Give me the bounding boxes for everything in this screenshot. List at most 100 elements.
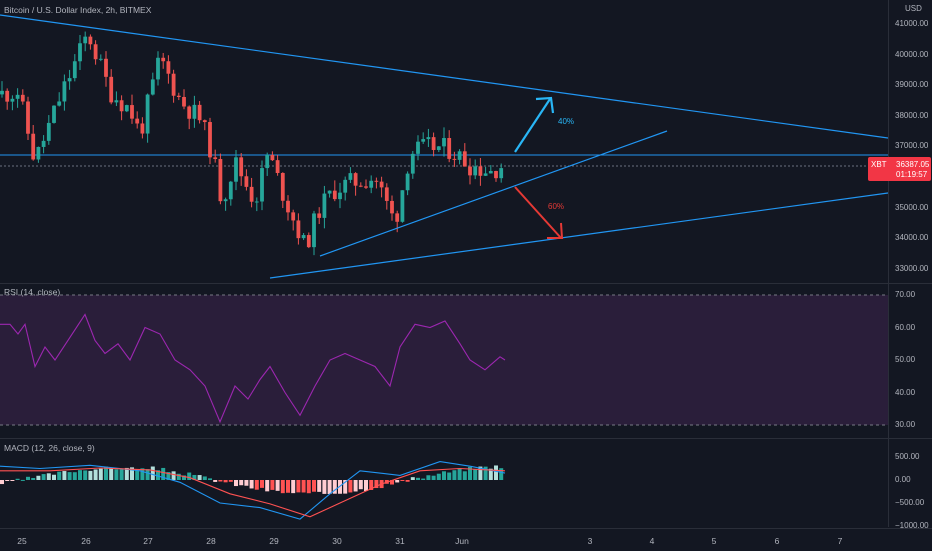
candle-body <box>369 180 374 188</box>
candle <box>473 159 478 180</box>
candle-body <box>410 153 415 174</box>
candle-body <box>20 94 25 102</box>
candle <box>31 125 36 161</box>
price-chart-pane[interactable]: Bitcoin / U.S. Dollar Index, 2h, BITMEX … <box>0 0 888 283</box>
macd-histogram-bar <box>202 476 207 480</box>
macd-histogram-bar <box>182 475 186 480</box>
price-axis[interactable]: USD 41000.00 40000.00 39000.00 38000.00 3700… <box>888 0 932 283</box>
macd-histogram-bar <box>301 480 306 493</box>
down-probability-label: 60% <box>548 202 565 211</box>
candle <box>286 195 290 221</box>
candle <box>270 151 275 162</box>
macd-chart[interactable] <box>0 439 888 527</box>
rsi-axis[interactable]: 70.00 60.00 50.00 40.00 30.00 <box>888 284 932 438</box>
candle-body <box>72 61 77 79</box>
candle <box>317 207 322 224</box>
macd-histogram-bar <box>114 469 119 480</box>
macd-histogram-bar <box>192 474 197 480</box>
candle-body <box>249 186 254 202</box>
candle-body <box>400 190 405 222</box>
price-chart[interactable] <box>0 0 888 283</box>
candle-body <box>239 157 244 177</box>
candle-body <box>265 154 270 169</box>
time-tick-label: 30 <box>332 536 342 546</box>
candle-body <box>421 139 426 142</box>
candle <box>145 93 150 143</box>
candle <box>358 182 363 188</box>
candle-body <box>452 158 457 160</box>
candle-body <box>223 199 228 202</box>
rsi-chart[interactable] <box>0 284 888 438</box>
candle <box>462 143 467 167</box>
candle <box>182 89 186 110</box>
time-axis[interactable]: 25 26 27 28 29 30 31 Jun 3 4 5 6 7 <box>0 528 932 551</box>
price-tick-label: 39000.00 <box>895 80 929 90</box>
candle-body <box>306 235 311 248</box>
candle <box>213 149 218 163</box>
up-probability-label: 40% <box>558 117 575 126</box>
candle-body <box>192 104 197 119</box>
candle <box>166 55 171 84</box>
candle <box>67 69 72 90</box>
pane-separator[interactable] <box>0 283 932 284</box>
candle <box>436 146 441 153</box>
rsi-tick-label: 40.00 <box>895 387 916 397</box>
macd-histogram-bar <box>234 480 238 487</box>
candle-body <box>364 186 368 188</box>
rsi-tick-label: 50.00 <box>895 355 916 364</box>
macd-histogram-bar <box>10 480 15 481</box>
symbol-legend[interactable]: Bitcoin / U.S. Dollar Index, 2h, BITMEX <box>4 5 152 15</box>
candle <box>72 54 77 82</box>
candle <box>187 105 192 130</box>
candle <box>26 96 30 140</box>
candle <box>416 135 420 161</box>
macd-histogram-bar <box>483 466 488 480</box>
candle-body <box>62 81 67 102</box>
rsi-legend[interactable]: RSI (14, close) <box>4 287 61 297</box>
macd-histogram-bar <box>473 469 478 480</box>
macd-axis[interactable]: 500.00 0.00 −500.00 −1000.00 <box>888 439 932 530</box>
candle-body <box>244 176 249 187</box>
candle-body <box>483 173 488 176</box>
candle <box>265 152 270 176</box>
rsi-line <box>0 313 506 424</box>
candle-body <box>0 90 4 95</box>
candle <box>109 69 114 105</box>
candle-body <box>15 94 20 99</box>
candle <box>410 150 415 179</box>
macd-histogram-bar <box>26 476 30 480</box>
rsi-pane[interactable]: RSI (14, close) <box>0 284 888 438</box>
candle <box>364 179 368 190</box>
candle-body <box>26 101 30 134</box>
candle-body <box>379 181 384 188</box>
candle-body <box>447 138 452 159</box>
rsi-band <box>0 295 888 425</box>
macd-histogram-bar <box>291 480 296 494</box>
candle-body <box>150 79 155 95</box>
candle-body <box>348 173 353 180</box>
macd-histogram-bar <box>208 478 212 480</box>
macd-histogram-bar <box>150 466 155 480</box>
candle-body <box>208 122 212 158</box>
candle-body <box>275 160 280 174</box>
candle-body <box>145 94 150 134</box>
candle <box>52 105 56 124</box>
macd-histogram-bar <box>130 467 134 480</box>
macd-pane[interactable]: MACD (12, 26, close, 9) <box>0 439 888 527</box>
candle-body <box>202 120 207 123</box>
candle-body <box>135 118 140 124</box>
candle <box>280 172 285 209</box>
candle-body <box>494 171 498 179</box>
candle <box>57 92 62 107</box>
candle-body <box>187 106 192 119</box>
macd-histogram-bar <box>332 480 337 494</box>
pane-separator[interactable] <box>0 438 932 439</box>
candle-body <box>166 61 171 74</box>
macd-histogram-bar <box>83 470 88 480</box>
macd-legend[interactable]: MACD (12, 26, close, 9) <box>4 443 95 453</box>
macd-histogram-bar <box>322 480 327 494</box>
candle-body <box>161 57 166 62</box>
currency-label[interactable]: USD <box>905 4 922 13</box>
macd-histogram-bar <box>72 472 77 480</box>
candle-body <box>254 201 259 203</box>
